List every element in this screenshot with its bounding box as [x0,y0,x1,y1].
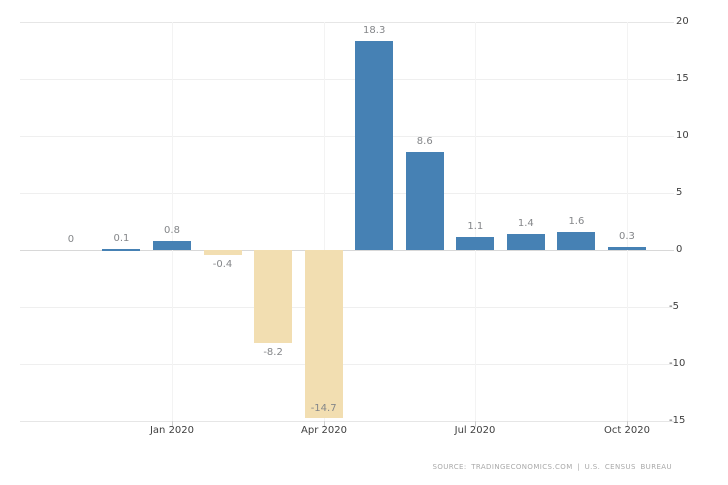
bar-feb-2020[interactable] [203,250,242,255]
gridline-x-Apr 2020 [324,22,325,421]
y-axis-label: 5 [676,187,683,198]
y-axis-label: 0 [676,244,683,255]
gridline-y-5 [20,193,674,194]
x-axis-tick [172,421,173,427]
bar-sep-2020[interactable] [557,231,596,250]
x-axis-label: Jul 2020 [454,425,496,436]
gridline-x-Jan 2020 [172,22,173,421]
bar-value-label: 0.8 [164,225,180,236]
bar-value-label: 8.6 [416,136,433,147]
bar-value-label: -0.4 [212,259,233,270]
gridline-x-Jul 2020 [475,22,476,421]
y-axis-label: 20 [676,16,689,27]
gridline-y--10 [20,364,674,365]
y-axis-label: -5 [669,301,679,312]
source-credit: SOURCE: TRADINGECONOMICS.COM | U.S. CENS… [432,463,672,471]
bar-value-label: 1.4 [517,218,534,229]
y-axis-label: 15 [676,73,689,84]
gridline-y-20 [20,22,674,23]
bar-mar-2020[interactable] [254,250,293,344]
bar-value-label: -14.7 [310,403,337,414]
bar-aug-2020[interactable] [506,234,545,250]
gridline-y-0 [20,250,674,251]
bar-apr-2020[interactable] [304,250,343,418]
bar-may-2020[interactable] [355,41,394,250]
bar-jan-2020[interactable] [153,240,191,250]
bar-value-label: 18.3 [363,25,386,36]
x-axis-label: Apr 2020 [301,425,347,436]
gridline-x-Oct 2020 [627,22,628,421]
bar-value-label: 0.3 [618,231,635,242]
gridline-y-10 [20,136,674,137]
bar-value-label: 0 [67,234,75,245]
x-axis-label: Oct 2020 [604,425,650,436]
gridline-y-15 [20,79,674,80]
y-axis-label: 10 [676,130,689,141]
y-axis-label: -10 [669,358,686,369]
bar-value-label: 0.1 [113,233,130,244]
x-axis-label: Jan 2020 [149,425,195,436]
bar-jul-2020[interactable] [456,237,495,250]
x-axis-tick [475,421,476,427]
bar-dec-2019[interactable] [102,248,141,251]
bar-value-label: 1.6 [568,216,585,227]
bar-value-label: -8.2 [263,347,283,358]
x-axis-tick [324,421,325,427]
gridline-y--15 [20,421,674,422]
bar-value-label: 1.1 [467,221,484,232]
gridline-y--5 [20,307,674,308]
x-axis-tick [627,421,628,427]
bar-jun-2020[interactable] [405,151,444,250]
y-axis-label: -15 [669,415,686,426]
bar-oct-2020[interactable] [607,246,646,250]
